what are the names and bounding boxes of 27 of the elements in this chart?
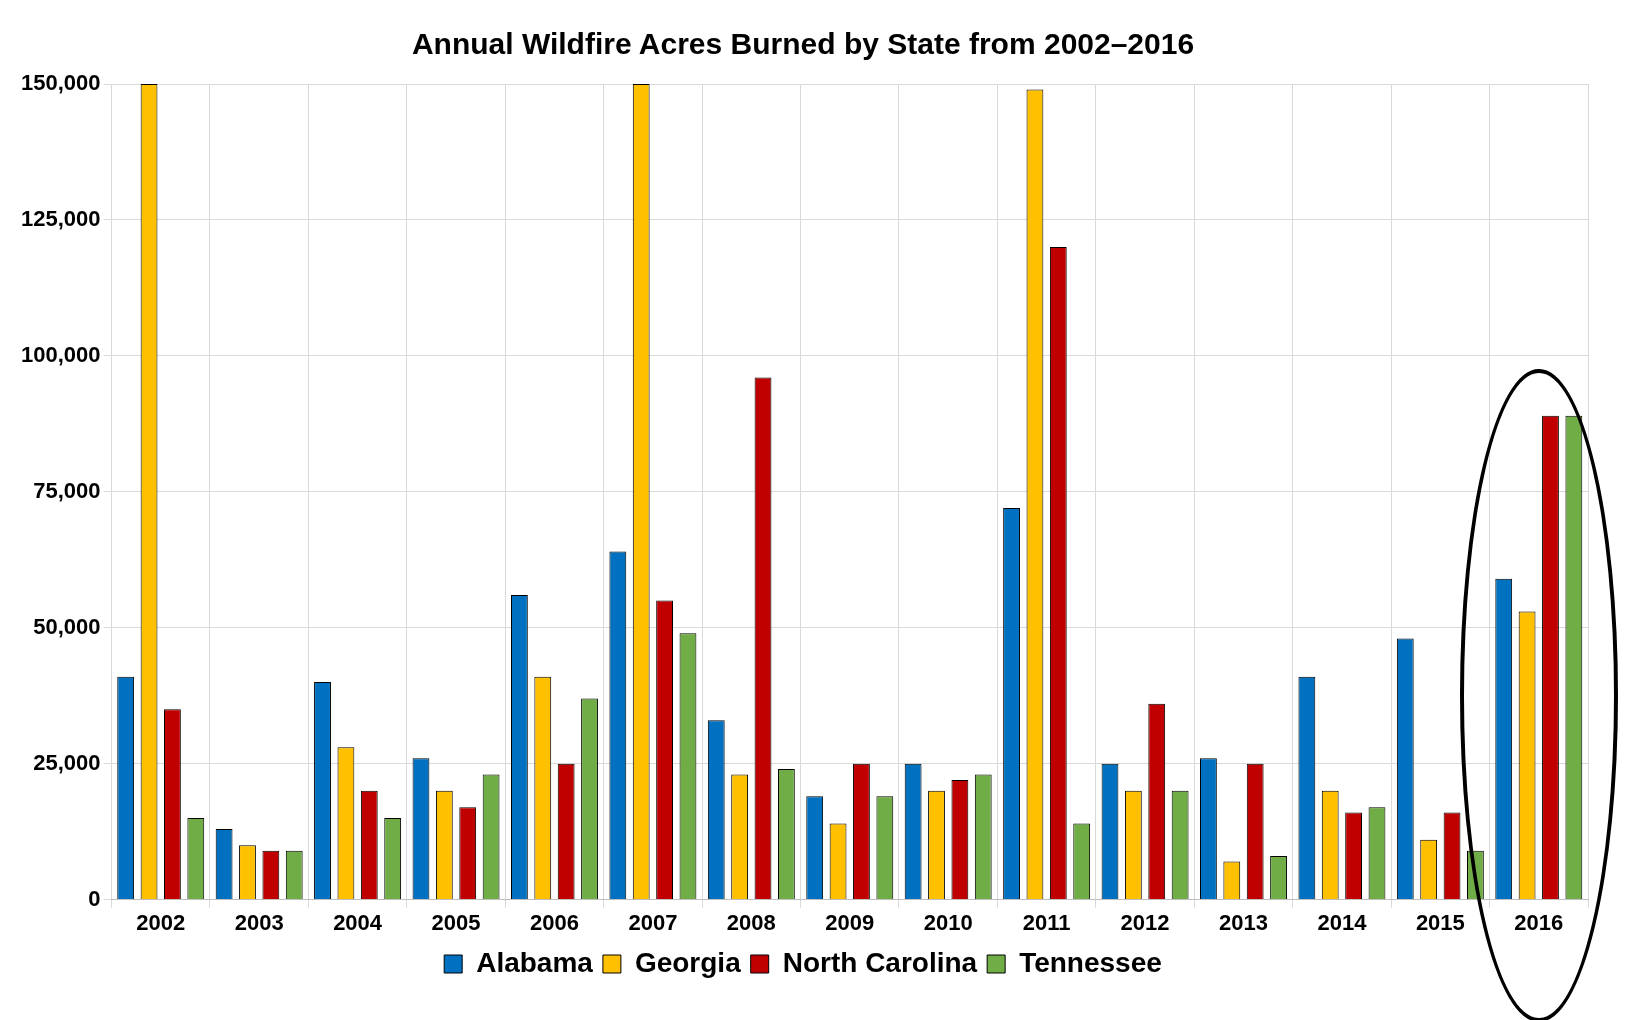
x-tick-label: 2008 [726, 909, 776, 935]
y-tick-label: 75,000 [33, 477, 101, 503]
legend-label: Tennessee [1019, 946, 1162, 978]
legend-label: Alabama [476, 946, 594, 978]
x-tick-label: 2007 [628, 909, 678, 935]
y-tick-label: 100,000 [20, 341, 101, 367]
x-tick-label: 2014 [1317, 909, 1368, 935]
x-tick-label: 2003 [234, 909, 284, 935]
y-tick-label: 50,000 [33, 613, 101, 639]
x-tick-label: 2013 [1219, 909, 1268, 935]
y-tick-label: 0 [88, 885, 101, 911]
x-tick-label: 2004 [333, 909, 383, 935]
legend-label: Georgia [634, 946, 742, 978]
x-tick-label: 2002 [136, 909, 186, 935]
y-tick-label: 125,000 [20, 206, 101, 231]
x-tick-label: 2009 [825, 909, 875, 935]
chart-title: Annual Wildfire Acres Burned by State from 2002–2016 [411, 27, 1195, 61]
x-tick-label: 2011 [1022, 909, 1071, 935]
x-tick-label: 2006 [529, 909, 579, 935]
x-tick-label: 2016 [1514, 909, 1564, 935]
x-tick-label: 2010 [923, 909, 973, 935]
x-tick-label: 2015 [1415, 909, 1465, 935]
x-tick-label: 2012 [1120, 909, 1170, 935]
legend-label: North Carolina [782, 946, 978, 978]
x-tick-label: 2005 [431, 909, 481, 935]
y-tick-label: 25,000 [33, 749, 101, 775]
y-tick-label: 150,000 [20, 70, 101, 96]
